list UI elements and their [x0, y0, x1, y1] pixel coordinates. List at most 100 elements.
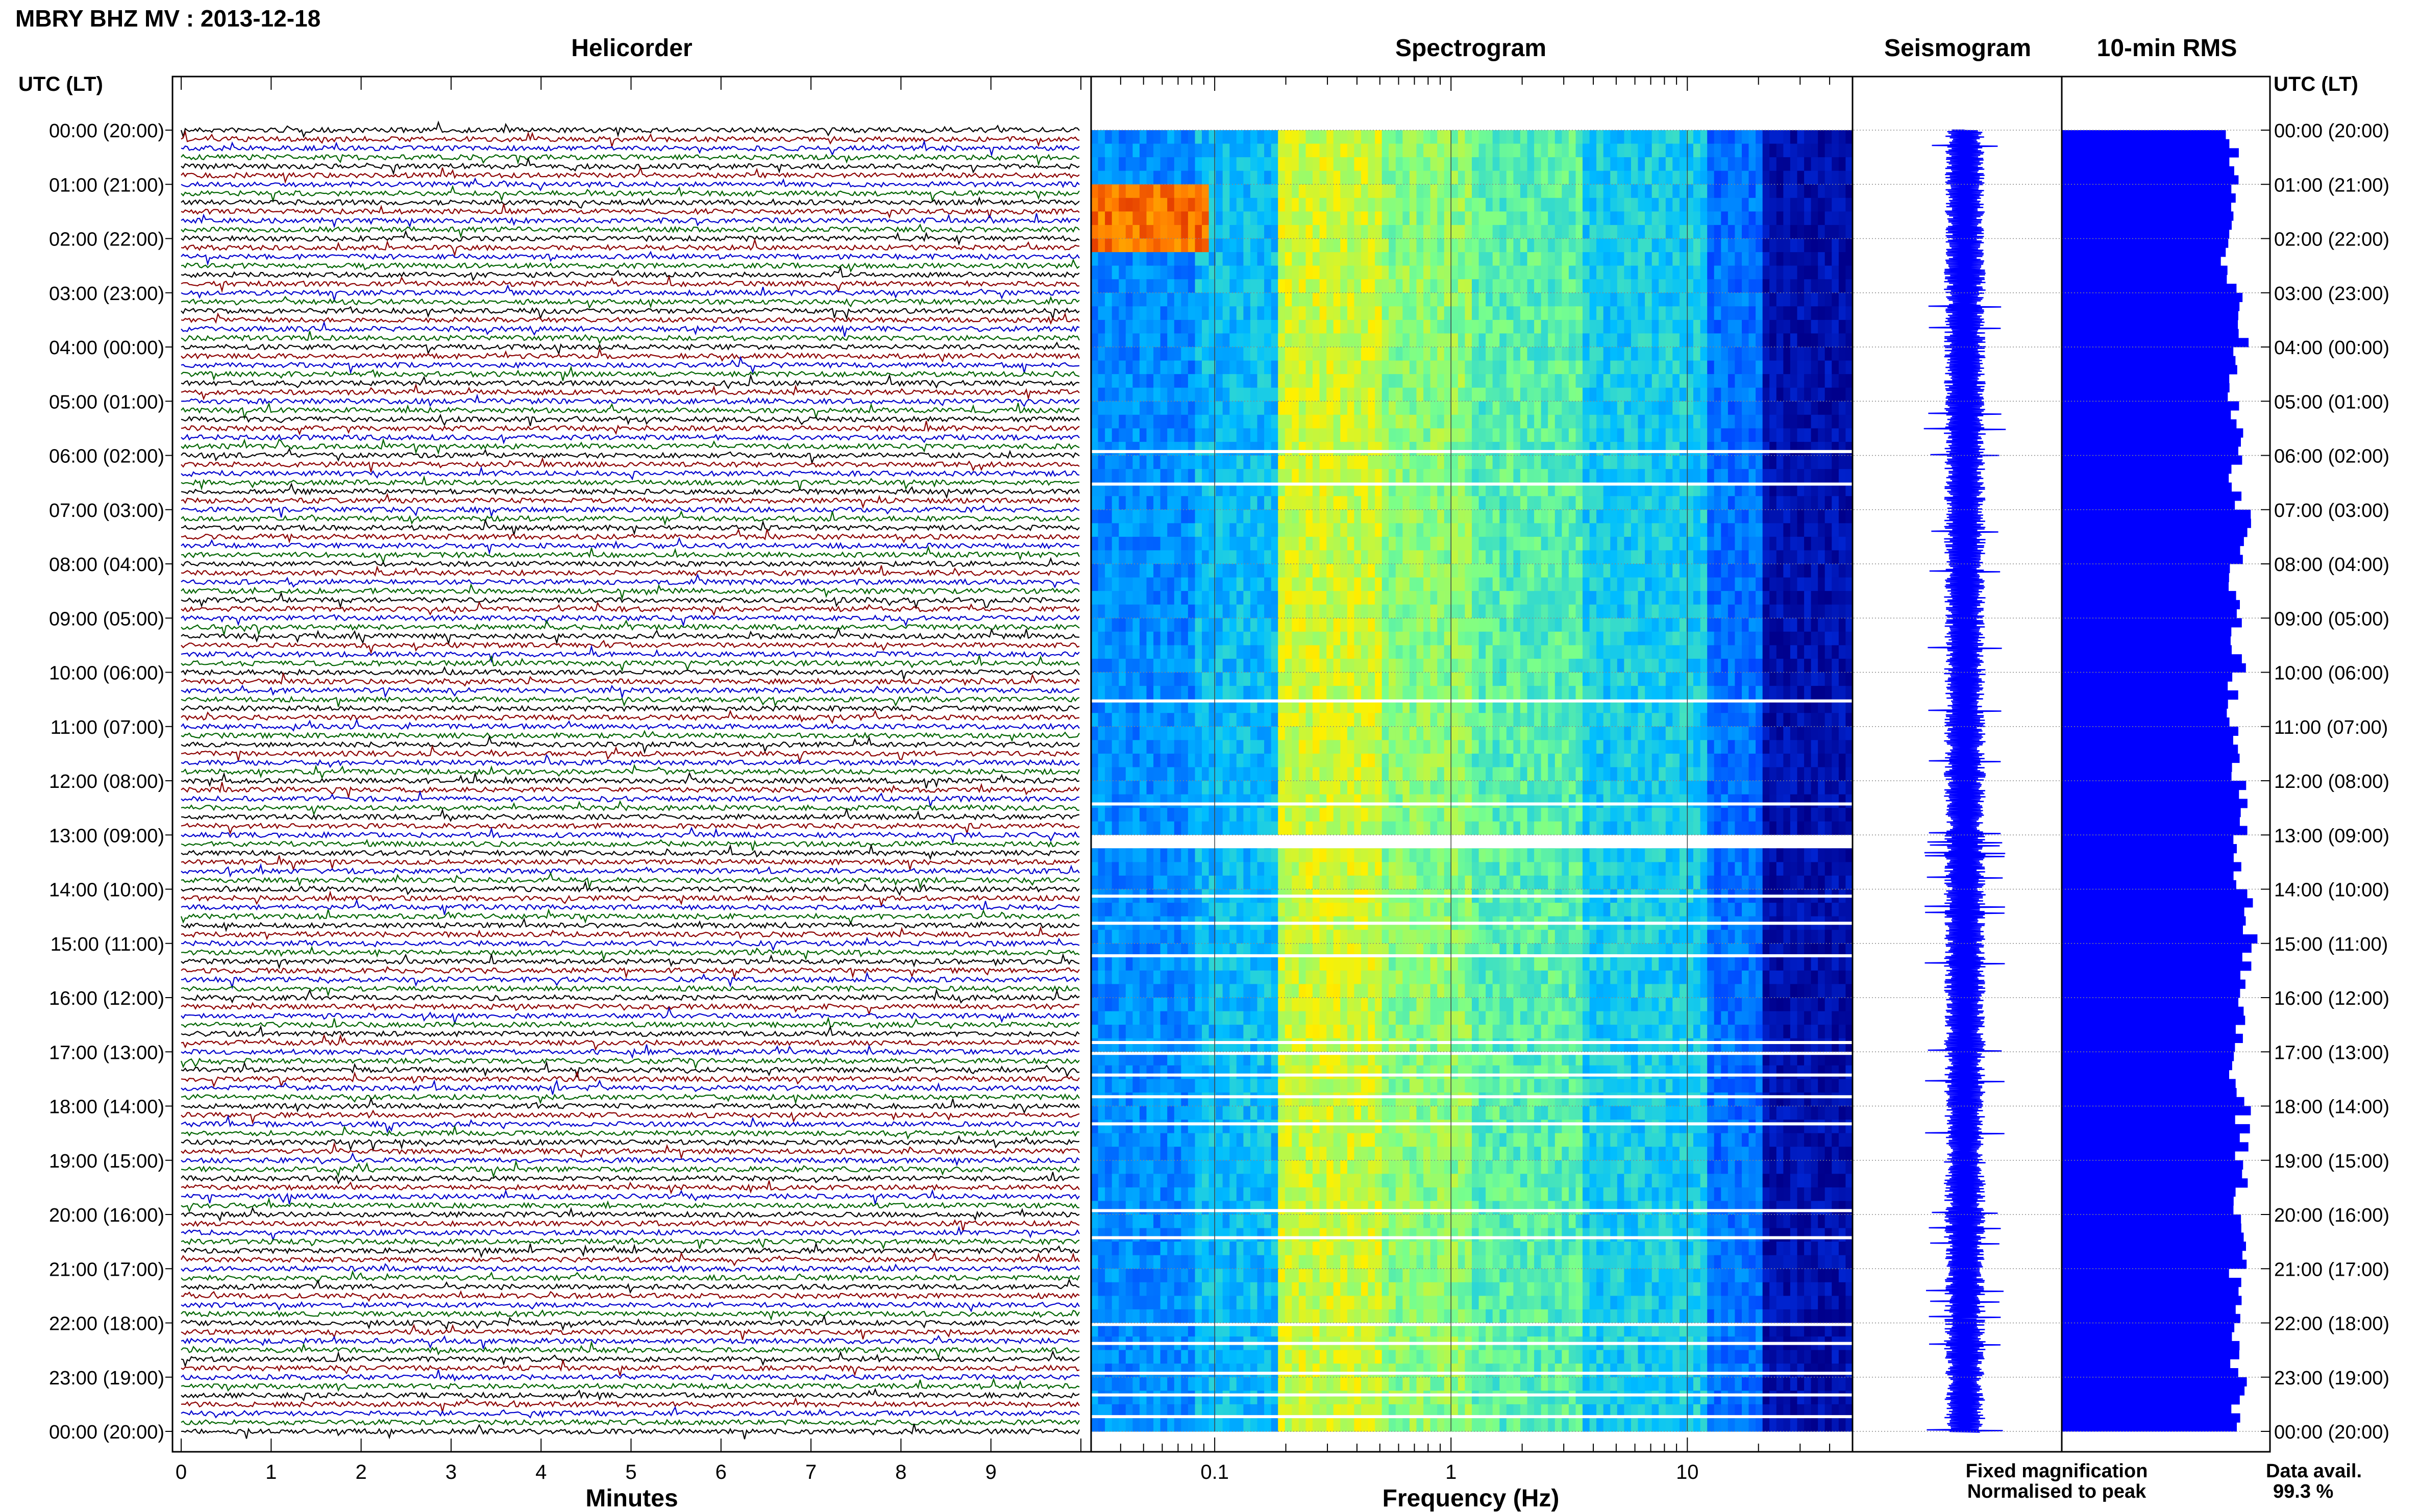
spectrogram-cell	[1146, 686, 1154, 700]
spectrogram-cell	[1451, 523, 1459, 537]
spectrogram-cell	[1222, 591, 1230, 605]
spectrogram-cell	[1381, 157, 1389, 171]
spectrogram-cell	[1541, 713, 1548, 727]
spectrogram-cell	[1638, 170, 1645, 185]
spectrogram-cell	[1368, 238, 1375, 253]
spectrogram-cell	[1375, 279, 1383, 293]
spectrogram-cell	[1313, 347, 1320, 361]
spectrogram-cell	[1271, 347, 1278, 361]
spectrogram-cell	[1804, 536, 1812, 551]
spectrogram-cell	[1423, 225, 1431, 239]
spectrogram-cell	[1527, 401, 1535, 415]
spectrogram-cell	[1617, 713, 1624, 727]
spectrogram-cell	[1409, 686, 1417, 700]
spectrogram-cell	[1313, 360, 1320, 375]
spectrogram-cell	[1208, 658, 1216, 673]
spectrogram-cell	[1832, 482, 1839, 497]
spectrogram-cell	[1375, 455, 1383, 469]
spectrogram-cell	[1160, 292, 1168, 307]
spectrogram-cell	[1513, 292, 1521, 307]
spectrogram-cell	[1298, 157, 1306, 171]
spectrogram-cell	[1631, 428, 1639, 442]
spectrogram-cell	[1437, 238, 1445, 253]
spectrogram-cell	[1458, 414, 1466, 429]
spectrogram-cell	[1160, 414, 1168, 429]
spectrogram-cell	[1617, 591, 1624, 605]
spectrogram-cell	[1838, 211, 1846, 226]
spectrogram-cell	[1333, 252, 1341, 266]
spectrogram-cell	[1119, 604, 1126, 618]
spectrogram-cell	[1506, 699, 1514, 713]
spectrogram-cell	[1409, 401, 1417, 415]
spectrogram-cell	[1617, 469, 1624, 483]
spectrogram-cell	[1125, 279, 1133, 293]
spectrogram-cell	[1458, 211, 1466, 226]
spectrogram-cell	[1472, 360, 1479, 375]
spectrogram-cell	[1541, 265, 1548, 280]
spectrogram-cell	[1838, 631, 1846, 646]
spectrogram-cell	[1721, 604, 1729, 618]
spectrogram-cell	[1208, 157, 1216, 171]
spectrogram-cell	[1153, 211, 1161, 226]
spectrogram-cell	[1478, 143, 1486, 158]
spectrogram-cell	[1769, 319, 1777, 334]
spectrogram-cell	[1769, 441, 1777, 456]
spectrogram-cell	[1603, 509, 1611, 524]
spectrogram-cell	[1423, 130, 1431, 144]
spectrogram-cell	[1499, 482, 1507, 497]
spectrogram-cell	[1534, 306, 1542, 320]
spectrogram-cell	[1229, 618, 1237, 632]
spectrogram-cell	[1492, 170, 1500, 185]
spectrogram-cell	[1181, 631, 1189, 646]
spectrogram-cell	[1229, 265, 1237, 280]
spectrogram-cell	[1845, 496, 1853, 510]
spectrogram-cell	[1534, 658, 1542, 673]
spectrogram-cell	[1541, 496, 1548, 510]
spectrogram-cell	[1541, 428, 1548, 442]
spectrogram-cell	[1105, 387, 1113, 402]
spectrogram-cell	[1340, 618, 1348, 632]
spectrogram-cell	[1229, 387, 1237, 402]
spectrogram-cell	[1783, 672, 1791, 686]
spectrogram-cell	[1562, 699, 1569, 713]
spectrogram-cell	[1513, 306, 1521, 320]
spectrogram-cell	[1105, 631, 1113, 646]
spectrogram-cell	[1402, 238, 1410, 253]
spectrogram-cell	[1125, 143, 1133, 158]
spectrogram-cell	[1769, 143, 1777, 158]
spectrogram-cell	[1575, 333, 1583, 348]
spectrogram-cell	[1797, 130, 1805, 144]
spectrogram-cell	[1575, 564, 1583, 578]
spectrogram-cell	[1735, 713, 1742, 727]
spectrogram-cell	[1333, 496, 1341, 510]
spectrogram-cell	[1437, 591, 1445, 605]
spectrogram-cell	[1423, 319, 1431, 334]
spectrogram-cell	[1222, 441, 1230, 456]
spectrogram-cell	[1845, 550, 1853, 564]
spectrogram-cell	[1125, 631, 1133, 646]
spectrogram-cell	[1790, 428, 1798, 442]
spectrogram-cell	[1208, 130, 1216, 144]
spectrogram-cell	[1236, 699, 1244, 713]
spectrogram-cell	[1645, 604, 1652, 618]
spectrogram-cell	[1811, 455, 1818, 469]
spectrogram-cell	[1119, 401, 1126, 415]
spectrogram-cell	[1181, 143, 1189, 158]
spectrogram-cell	[1659, 197, 1666, 212]
spectrogram-cell	[1139, 292, 1147, 307]
spectrogram-cell	[1437, 347, 1445, 361]
spectrogram-cell	[1229, 157, 1237, 171]
spectrogram-cell	[1845, 347, 1853, 361]
spectrogram-cell	[1783, 170, 1791, 185]
spectrogram-cell	[1146, 374, 1154, 388]
spectrogram-cell	[1492, 401, 1500, 415]
spectrogram-cell	[1416, 550, 1424, 564]
spectrogram-cell	[1188, 374, 1196, 388]
spectrogram-cell	[1818, 469, 1825, 483]
spectrogram-cell	[1721, 374, 1729, 388]
spectrogram-cell	[1375, 143, 1383, 158]
spectrogram-cell	[1568, 414, 1576, 429]
spectrogram-cell	[1285, 130, 1292, 144]
spectrogram-cell	[1216, 686, 1223, 700]
spectrogram-cell	[1534, 387, 1542, 402]
